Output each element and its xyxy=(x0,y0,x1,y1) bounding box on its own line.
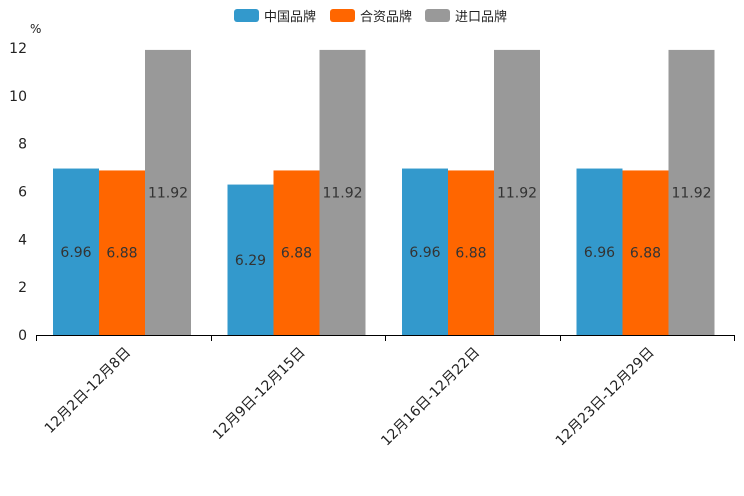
x-tick-label-3: 12月23日-12月29日 xyxy=(553,345,658,450)
data-label-0-3: 6.96 xyxy=(584,245,615,261)
y-tick-label-6: 12 xyxy=(9,41,27,57)
bar-2-2 xyxy=(494,49,540,336)
bar-1-1 xyxy=(273,170,320,335)
legend-swatch-2 xyxy=(425,9,450,22)
bars xyxy=(53,49,715,336)
bar-0-0 xyxy=(53,168,99,335)
data-label-1-0: 6.88 xyxy=(106,246,137,262)
legend-swatch-1 xyxy=(330,9,355,22)
bar-2-0 xyxy=(145,49,191,336)
y-axis: 0 2 4 6 8 10 12 xyxy=(9,41,27,344)
y-tick-label-4: 8 xyxy=(18,137,27,153)
legend-label-2: 进口品牌 xyxy=(455,9,507,25)
bar-1-3 xyxy=(622,170,669,335)
x-tick-label-0: 12月2日-12月8日 xyxy=(42,345,134,437)
data-label-1-2: 6.88 xyxy=(455,246,486,262)
bar-2-1 xyxy=(319,49,366,336)
x-tick-label-1: 12月9日-12月15日 xyxy=(210,345,309,444)
y-axis-unit-label: % xyxy=(30,22,41,36)
legend-label-1: 合资品牌 xyxy=(360,9,412,25)
bar-0-2 xyxy=(402,168,448,335)
bar-2-3 xyxy=(668,49,715,336)
legend: 中国品牌 合资品牌 进口品牌 xyxy=(234,9,507,25)
legend-label-0: 中国品牌 xyxy=(264,9,316,25)
bar-0-1 xyxy=(227,184,274,335)
data-label-1-1: 6.88 xyxy=(281,246,312,262)
data-label-1-3: 6.88 xyxy=(630,246,661,262)
y-tick-label-5: 10 xyxy=(9,89,27,105)
bar-1-0 xyxy=(99,170,145,335)
x-tick-label-2: 12月16日-12月22日 xyxy=(378,345,483,450)
y-tick-label-1: 2 xyxy=(18,280,27,296)
y-tick-label-2: 4 xyxy=(18,232,27,248)
data-label-0-0: 6.96 xyxy=(60,245,91,261)
data-label-0-2: 6.96 xyxy=(409,245,440,261)
y-tick-label-0: 0 xyxy=(18,328,27,344)
data-label-2-0: 11.92 xyxy=(148,185,188,201)
x-axis: 12月2日-12月8日 12月9日-12月15日 12月16日-12月22日 12月2… xyxy=(36,335,735,449)
data-label-2-2: 11.92 xyxy=(497,185,537,201)
y-tick-label-3: 6 xyxy=(18,185,27,201)
bar-0-3 xyxy=(576,168,623,335)
bar-1-2 xyxy=(448,170,494,335)
data-label-2-1: 11.92 xyxy=(322,185,362,201)
legend-swatch-0 xyxy=(234,9,259,22)
data-label-0-1: 6.29 xyxy=(235,253,266,269)
data-label-2-3: 11.92 xyxy=(671,185,711,201)
data-labels: 6.96 6.88 11.92 6.29 6.88 11.92 6.96 6.88 11.92 6… xyxy=(60,185,711,268)
